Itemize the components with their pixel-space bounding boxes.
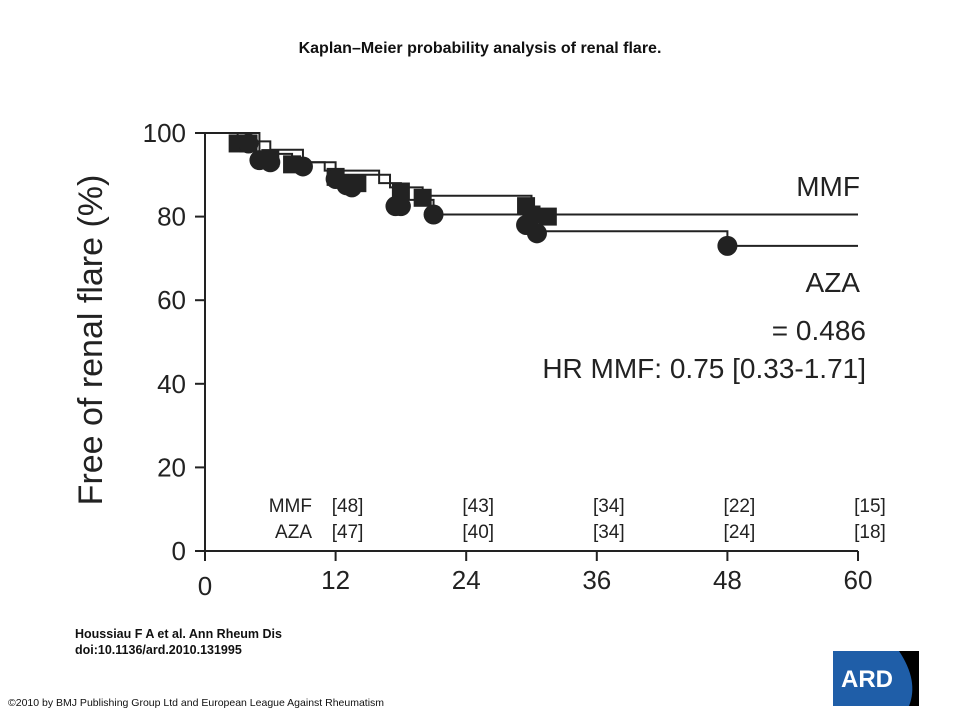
at-risk-value: [24] <box>724 522 756 543</box>
y-tick-label: 0 <box>172 536 186 566</box>
y-tick-label: 40 <box>157 369 186 399</box>
copyright-notice: ©2010 by BMJ Publishing Group Ltd and Eu… <box>8 697 385 709</box>
at-risk-value: [47] <box>332 522 364 543</box>
at-risk-row-label: MMF <box>269 496 312 517</box>
x-tick-label: 24 <box>452 565 481 595</box>
at-risk-row-label: AZA <box>275 522 312 543</box>
series-label-aza: AZA <box>806 267 861 298</box>
aza-censor-marker <box>341 177 362 198</box>
mmf-censor-marker <box>391 182 410 201</box>
ard-logo: ARD <box>833 651 919 706</box>
slide-title: Kaplan–Meier probability analysis of ren… <box>298 40 662 57</box>
series-line-aza <box>205 132 858 247</box>
ard-logo-swoosh <box>899 651 919 706</box>
aza-censor-marker <box>260 152 281 173</box>
p-value-annotation: = 0.486 <box>772 315 866 346</box>
at-risk-value: [34] <box>593 496 625 517</box>
x-tick-label: 0 <box>198 571 212 601</box>
y-tick-label: 60 <box>157 285 186 315</box>
at-risk-value: [18] <box>854 522 886 543</box>
x-tick-label: 48 <box>713 565 742 595</box>
aza-censor-marker <box>238 133 259 154</box>
at-risk-value: [15] <box>854 496 886 517</box>
at-risk-value: [22] <box>724 496 756 517</box>
mmf-censor-marker <box>413 188 432 207</box>
hazard-ratio-annotation: HR MMF: 0.75 [0.33-1.71] <box>542 353 866 384</box>
y-tick-label: 80 <box>157 202 186 232</box>
at-risk-value: [40] <box>462 522 494 543</box>
aza-censor-marker <box>423 204 444 225</box>
citation: Houssiau F A et al. Ann Rheum Dis doi:10… <box>75 626 282 658</box>
mmf-censor-marker <box>538 207 557 226</box>
citation-line-1: Houssiau F A et al. Ann Rheum Dis <box>75 627 282 641</box>
x-tick-label: 12 <box>321 565 350 595</box>
series-label-mmf: MMF <box>796 171 860 202</box>
at-risk-value: [48] <box>332 496 364 517</box>
x-tick-label: 36 <box>582 565 611 595</box>
citation-line-2: doi:10.1136/ard.2010.131995 <box>75 643 242 657</box>
aza-censor-marker <box>526 223 547 244</box>
aza-censor-marker <box>292 156 313 177</box>
aza-censor-marker <box>717 235 738 256</box>
x-tick-label: 60 <box>844 565 873 595</box>
aza-censor-marker <box>390 196 411 217</box>
y-tick-label: 100 <box>143 118 186 148</box>
y-tick-label: 20 <box>157 452 186 482</box>
at-risk-value: [34] <box>593 522 625 543</box>
y-axis-label: Free of renal flare (%) <box>72 175 110 506</box>
at-risk-value: [43] <box>462 496 494 517</box>
ard-logo-text: ARD <box>841 666 893 693</box>
